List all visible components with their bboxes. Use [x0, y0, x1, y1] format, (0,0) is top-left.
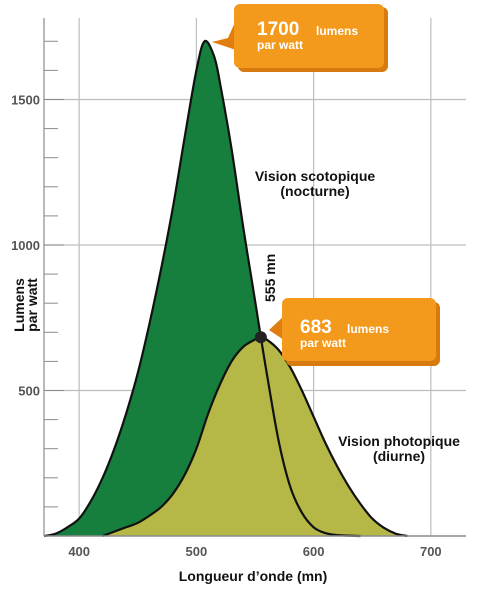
callout-683-unit-2: par watt [300, 336, 346, 350]
callout-1700-pointer [212, 20, 236, 50]
scotopic-label: Vision scotopique (nocturne) [255, 168, 376, 199]
y-tick-label-1500: 1500 [11, 92, 40, 107]
curves [43, 39, 408, 538]
photopic-label-line-1: Vision photopique [338, 433, 460, 449]
photopic-label: Vision photopique (diurne) [338, 433, 460, 464]
x-tick-label-700: 700 [420, 544, 442, 559]
callout-683: 683 lumens par watt [269, 298, 440, 366]
y-axis-title-line-1: Lumens [11, 278, 27, 332]
callout-683-unit: lumens [347, 322, 389, 336]
x-tick-label-400: 400 [68, 544, 90, 559]
callout-683-value: 683 [300, 317, 332, 338]
y-axis-title: Lumens par watt [11, 278, 40, 332]
callout-1700-value: 1700 [257, 19, 299, 40]
callout-1700: 1700 lumens par watt [212, 4, 388, 72]
y-tick-label-1000: 1000 [11, 238, 40, 253]
callout-1700-box [234, 4, 384, 68]
callout-1700-unit-2: par watt [257, 38, 303, 52]
callout-1700-unit: lumens [316, 24, 358, 38]
marker-label: 555 mn [262, 254, 278, 302]
axes: 500 1000 1500 400 500 600 700 [11, 18, 466, 559]
scotopic-area [44, 40, 361, 536]
x-tick-label-500: 500 [186, 544, 208, 559]
scotopic-curve-line [43, 39, 361, 538]
marker-dot [254, 331, 267, 344]
photopic-label-line-2: (diurne) [373, 448, 425, 464]
x-axis-title: Longueur d’onde (mn) [179, 568, 328, 584]
callout-683-box [282, 298, 436, 361]
scotopic-label-line-1: Vision scotopique [255, 168, 376, 184]
y-axis-title-line-2: par watt [24, 278, 40, 332]
callout-683-pointer [269, 316, 284, 340]
scotopic-label-line-2: (nocturne) [280, 183, 349, 199]
marker-555: 555 mn [254, 254, 278, 344]
y-tick-label-500: 500 [18, 383, 40, 398]
x-tick-label-600: 600 [303, 544, 325, 559]
